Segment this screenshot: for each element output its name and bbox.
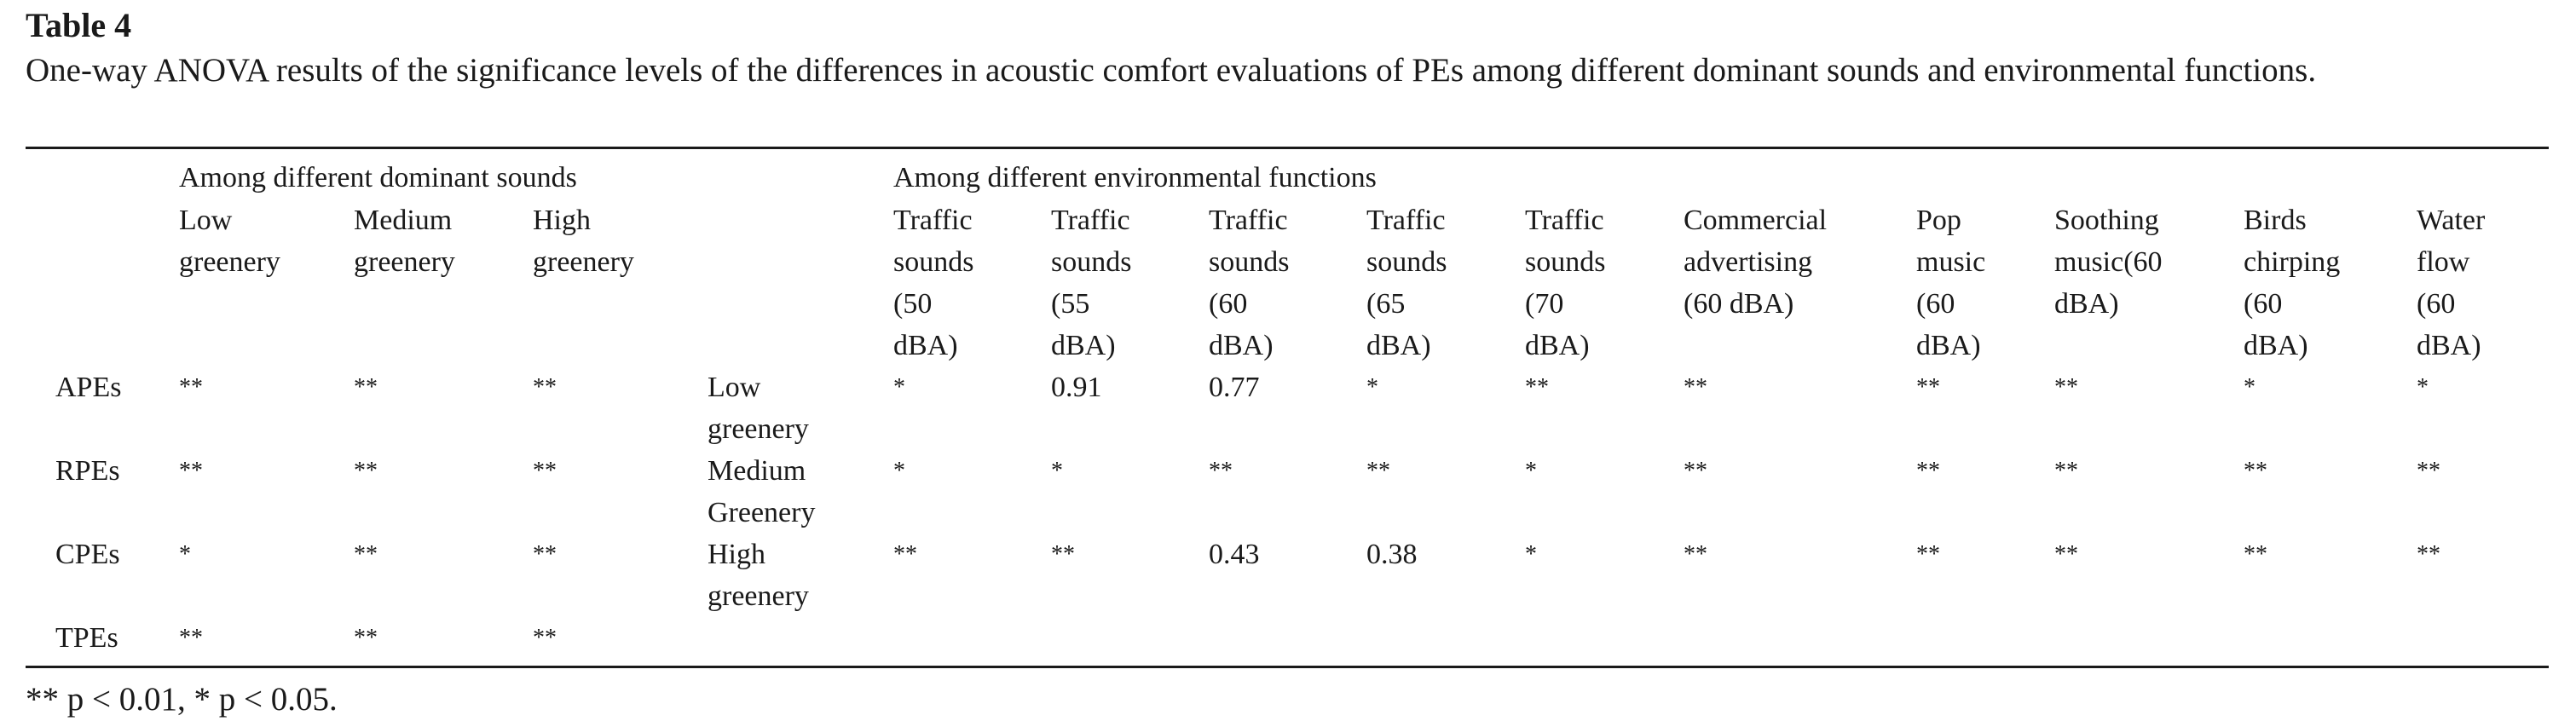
table-cell-function: * <box>893 458 905 484</box>
table-cell-function: ** <box>893 541 917 568</box>
table-cell-function: ** <box>1684 374 1707 401</box>
column-header-dominant: Medium greenery <box>354 205 455 278</box>
column-header-function: Traffic sounds (70 dBA) <box>1525 205 1606 361</box>
column-header-function: Commercial advertising (60 dBA) <box>1684 205 1828 320</box>
table-cell-dominant: ** <box>179 374 203 401</box>
table-cell-function: 0.43 <box>1209 539 1260 570</box>
column-header-dominant: Low greenery <box>179 205 280 278</box>
table-cell-dominant: ** <box>533 625 557 651</box>
table-cell-function: 0.91 <box>1051 372 1102 403</box>
table-cell-function: ** <box>1684 458 1707 484</box>
row-greenery-label: Low greenery <box>708 372 809 445</box>
column-header-function: Traffic sounds (65 dBA) <box>1366 205 1447 361</box>
table-cell-function: ** <box>2054 541 2078 568</box>
table-cell-dominant: ** <box>354 458 378 484</box>
column-header-dominant: High greenery <box>533 205 634 278</box>
table-cell-function: ** <box>1051 541 1075 568</box>
row-header-pe: CPEs <box>55 539 120 570</box>
group-header-dominant-sounds: Among different dominant sounds <box>179 162 577 193</box>
column-header-function: Birds chirping (60 dBA) <box>2244 205 2341 361</box>
table-cell-function: * <box>2417 374 2429 401</box>
row-greenery-label: High greenery <box>708 539 809 612</box>
table-cell-function: ** <box>2054 374 2078 401</box>
table-cell-dominant: ** <box>533 458 557 484</box>
table-cell-dominant: ** <box>354 625 378 651</box>
table-cell-function: ** <box>2244 541 2267 568</box>
table-cell-function: ** <box>2417 458 2440 484</box>
column-header-function: Water flow (60 dBA) <box>2417 205 2486 361</box>
table-cell-dominant: ** <box>179 458 203 484</box>
table-cell-function: ** <box>1525 374 1549 401</box>
table-bottom-rule <box>26 666 2549 668</box>
column-header-function: Traffic sounds (55 dBA) <box>1051 205 1132 361</box>
table-top-rule <box>26 147 2549 149</box>
table-cell-function: ** <box>2054 458 2078 484</box>
table-cell-function: * <box>1051 458 1063 484</box>
table-cell-function: ** <box>1684 541 1707 568</box>
table-cell-function: * <box>893 374 905 401</box>
row-header-pe: APEs <box>55 372 122 403</box>
row-greenery-label: Medium Greenery <box>708 455 816 528</box>
table-cell-function: ** <box>2417 541 2440 568</box>
table-cell-function: ** <box>1209 458 1233 484</box>
table-cell-function: ** <box>1916 458 1940 484</box>
column-header-function: Traffic sounds (50 dBA) <box>893 205 974 361</box>
table-cell-dominant: ** <box>354 541 378 568</box>
table-cell-function: ** <box>1366 458 1390 484</box>
table-cell-function: * <box>1525 458 1537 484</box>
row-header-pe: RPEs <box>55 455 120 487</box>
table-cell-function: 0.77 <box>1209 372 1260 403</box>
table-cell-dominant: ** <box>354 374 378 401</box>
row-header-pe: TPEs <box>55 622 118 654</box>
table-caption: One-way ANOVA results of the significanc… <box>26 52 2317 89</box>
table-cell-function: * <box>1366 374 1378 401</box>
table-cell-function: * <box>2244 374 2255 401</box>
table-cell-dominant: ** <box>533 541 557 568</box>
table-cell-function: 0.38 <box>1366 539 1418 570</box>
table-footnote: ** p < 0.01, * p < 0.05. <box>26 681 338 718</box>
table-cell-function: ** <box>2244 458 2267 484</box>
table-cell-dominant: ** <box>533 374 557 401</box>
table-cell-function: * <box>1525 541 1537 568</box>
table-cell-function: ** <box>1916 541 1940 568</box>
table-cell-function: ** <box>1916 374 1940 401</box>
table-label: Table 4 <box>26 6 132 44</box>
group-header-environmental-functions: Among different environmental functions <box>893 162 1377 193</box>
table-cell-dominant: ** <box>179 625 203 651</box>
column-header-function: Pop music (60 dBA) <box>1916 205 1986 361</box>
table-cell-dominant: * <box>179 541 191 568</box>
column-header-function: Soothing music(60 dBA) <box>2054 205 2163 320</box>
column-header-function: Traffic sounds (60 dBA) <box>1209 205 1290 361</box>
